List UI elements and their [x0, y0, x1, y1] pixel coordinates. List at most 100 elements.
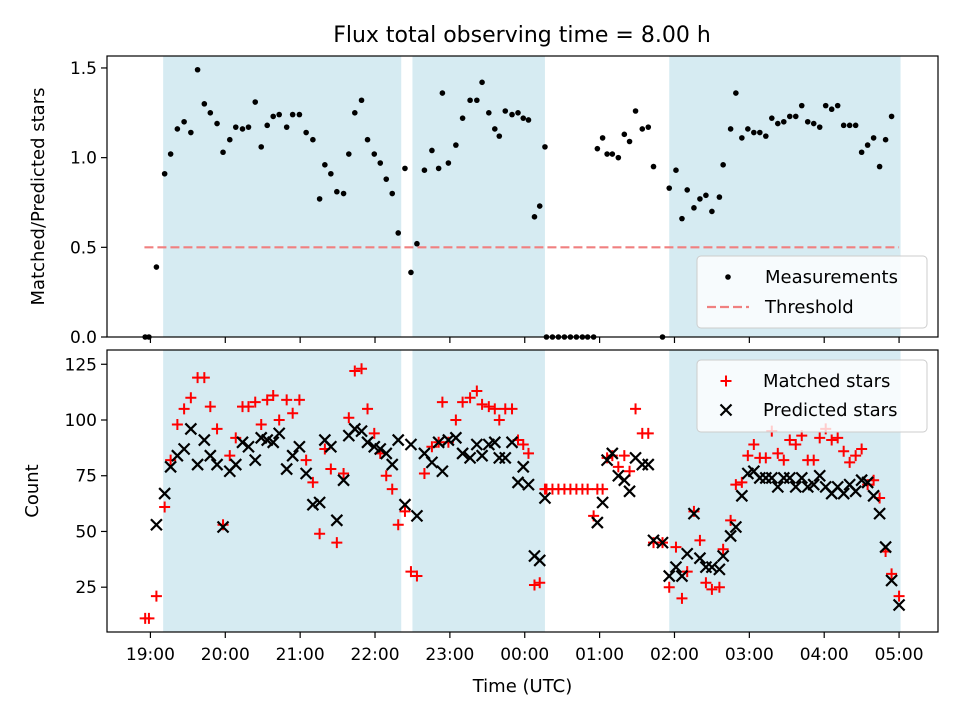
- measurement-point-8: [194, 66, 201, 73]
- predicted-star-point-37: [385, 458, 399, 471]
- matched-star-point-95: [717, 543, 729, 555]
- measurement-point-74: [594, 145, 601, 152]
- measurement-point-21: [276, 111, 282, 118]
- matched-star-point-54: [483, 401, 495, 413]
- predicted-star-point-25: [313, 496, 326, 509]
- matched-star-point-7: [185, 392, 197, 404]
- measurement-point-96: [727, 126, 734, 132]
- matched-star-point-55: [489, 403, 501, 415]
- matched-star-point-100: [748, 439, 760, 451]
- measurement-point-36: [371, 151, 378, 157]
- matched-star-point-99: [742, 450, 754, 462]
- predicted-star-point-110: [873, 507, 886, 520]
- measurement-point-56: [496, 133, 503, 139]
- matched-star-point-27: [314, 528, 326, 540]
- matched-star-point-61: [522, 447, 534, 459]
- matched-star-point-87: [670, 541, 682, 553]
- predicted-star-point-75: [662, 569, 676, 583]
- predicted-star-point-21: [286, 449, 299, 462]
- predicted-star-point-38: [391, 433, 405, 447]
- top-ytick-label-1: 0.5: [70, 238, 97, 258]
- measurement-point-98: [739, 135, 745, 141]
- measurement-point-87: [673, 167, 679, 173]
- predicted-star-point-104: [837, 487, 850, 500]
- predicted-star-point-82: [705, 560, 719, 574]
- measurement-point-9: [201, 101, 208, 107]
- predicted-star-point-24: [306, 498, 320, 511]
- measurement-point-28: [322, 162, 328, 168]
- bottom-ytick-label-0: 25: [75, 578, 97, 598]
- measurement-point-50: [459, 115, 466, 121]
- predicted-star-point-5: [184, 422, 198, 436]
- measurement-point-6: [181, 118, 187, 125]
- measurement-point-112: [822, 102, 829, 109]
- measurement-point-22: [283, 124, 290, 130]
- measurement-point-14: [232, 124, 239, 130]
- measurement-point-116: [846, 122, 853, 129]
- predicted-star-point-76: [669, 560, 683, 574]
- matched-star-point-36: [368, 427, 380, 439]
- legend-measurement-marker: [725, 274, 731, 280]
- measurement-point-75: [599, 135, 606, 141]
- measurement-point-46: [435, 165, 442, 172]
- matched-star-point-81: [630, 403, 642, 415]
- measurement-point-117: [852, 122, 859, 129]
- measurement-point-41: [402, 165, 408, 172]
- bottom-xtick-label-7: 02:00: [650, 645, 699, 665]
- predicted-star-point-22: [293, 440, 306, 454]
- measurement-point-35: [364, 136, 371, 143]
- predicted-star-point-40: [404, 438, 418, 451]
- matched-star-point-60: [517, 439, 529, 451]
- measurement-point-61: [525, 117, 532, 123]
- measurement-point-58: [509, 111, 515, 118]
- measurement-point-119: [864, 142, 871, 148]
- predicted-star-point-53: [488, 436, 502, 449]
- predicted-star-point-20: [280, 462, 293, 476]
- measurement-point-76: [604, 151, 610, 157]
- measurement-point-89: [684, 187, 691, 193]
- matched-star-point-35: [362, 403, 374, 415]
- matched-star-point-21: [273, 414, 285, 426]
- matched-star-point-97: [730, 479, 742, 491]
- predicted-star-point-41: [410, 509, 424, 523]
- predicted-star-point-92: [765, 471, 779, 485]
- measurement-point-120: [870, 135, 877, 141]
- predicted-star-point-66: [606, 447, 619, 460]
- matched-star-point-92: [700, 577, 712, 589]
- measurement-point-123: [888, 113, 895, 120]
- predicted-star-point-100: [813, 469, 826, 483]
- predicted-star-point-84: [716, 549, 730, 563]
- predicted-star-point-44: [432, 436, 445, 449]
- predicted-star-point-23: [299, 467, 313, 480]
- bottom-xtick-label-9: 04:00: [800, 645, 849, 665]
- matched-star-point-5: [171, 418, 183, 430]
- measurement-point-53: [479, 79, 485, 86]
- matched-star-point-118: [856, 443, 868, 455]
- top-legend: Measurements Threshold: [696, 255, 928, 329]
- measurement-point-29: [328, 170, 334, 177]
- predicted-star-point-64: [596, 496, 609, 509]
- predicted-star-point-58: [516, 460, 530, 474]
- predicted-star-point-10: [216, 520, 230, 534]
- matched-star-point-78: [612, 461, 624, 473]
- measurement-point-24: [296, 111, 303, 118]
- predicted-star-point-83: [713, 563, 726, 576]
- matched-star-point-123: [886, 568, 898, 580]
- predicted-star-point-50: [470, 438, 484, 451]
- matched-star-point-18: [255, 418, 267, 430]
- top-ytick-label-2: 1.0: [70, 149, 97, 169]
- bottom-y-axis: 25 50 75 100 125: [65, 355, 107, 598]
- measurement-point-10: [207, 110, 214, 116]
- measurement-point-49: [453, 142, 459, 148]
- bottom-ytick-label-2: 75: [75, 467, 97, 487]
- bottom-xtick-label-6: 01:00: [575, 645, 624, 665]
- matched-star-point-105: [778, 454, 790, 466]
- measurement-point-103: [769, 115, 775, 121]
- measurement-point-99: [745, 126, 751, 132]
- predicted-star-point-33: [361, 436, 374, 449]
- predicted-star-point-18: [266, 436, 280, 449]
- matched-star-point-16: [242, 401, 254, 413]
- top-legend-box: [696, 255, 928, 329]
- top-shade-1: [412, 56, 545, 337]
- chart-title: Flux total observing time = 8.00 h: [333, 23, 711, 48]
